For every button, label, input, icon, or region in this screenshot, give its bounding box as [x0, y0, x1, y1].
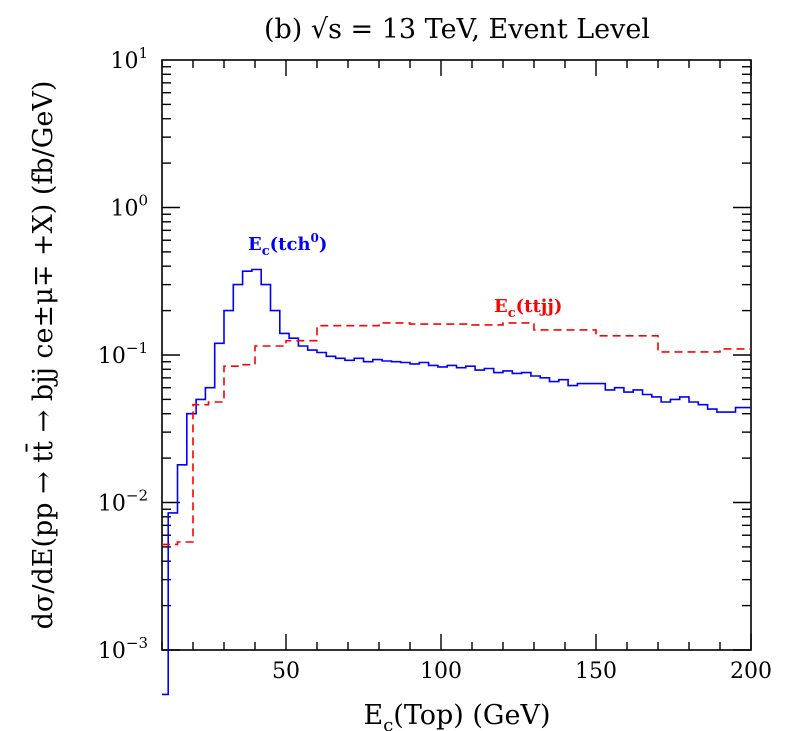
y-tick-label: 10⁰100 [110, 192, 148, 222]
y-tick-label: 10⁻¹10−1 [98, 339, 148, 369]
y-tick-label: 10⁻³10−3 [98, 634, 148, 664]
y-tick-label: 10¹101 [110, 44, 148, 74]
series-layer [162, 268, 751, 696]
x-tick-label: 50 [272, 659, 300, 684]
x-tick-label: 150 [575, 659, 617, 684]
x-tick-label: 100 [420, 659, 462, 684]
series-line-ttjj [162, 322, 751, 546]
y-axis-label: dσ/dE(pp → tt̄ → bjj ce±μ∓ +X) (fb/GeV) [24, 81, 59, 630]
label-tch0: Ec(tch0) [248, 231, 327, 259]
plot-frame [161, 59, 752, 651]
label-ttjj: Ec(ttjj) [494, 296, 562, 321]
x-tick-label: 200 [730, 659, 772, 684]
axis-ticks [161, 60, 752, 651]
x-axis-label: Ec(Top) (GeV) [363, 700, 550, 731]
series-labels: Ec(tch0) Ec(ttjj) [248, 231, 562, 321]
y-tick-label: 10⁻²10−2 [98, 487, 148, 517]
chart-title: (b) √s = 13 TeV, Event Level [264, 14, 650, 45]
x-tick-labels: 50 100 150 200 [272, 659, 772, 684]
y-tick-labels: 10⁻³10−3 10⁻²10−2 10⁻¹10−1 10⁰100 10¹101 [98, 44, 148, 664]
series-line-tch0 [162, 268, 751, 696]
